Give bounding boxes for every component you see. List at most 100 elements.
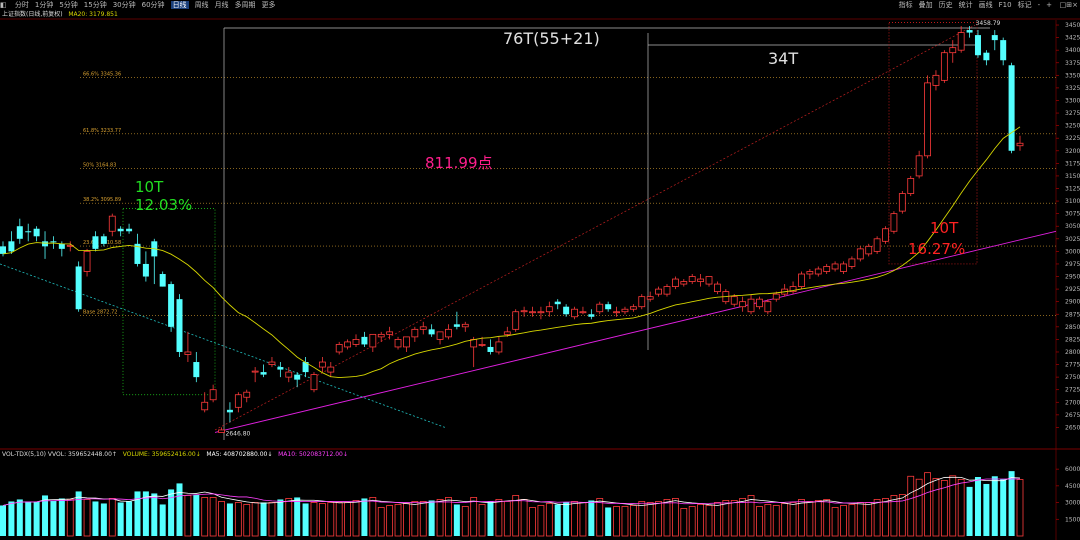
volume-bar-up bbox=[655, 501, 662, 537]
price-tick-label: 3150 bbox=[1065, 173, 1080, 180]
tool-button-0[interactable]: 指标 bbox=[898, 1, 913, 9]
tool-button-8[interactable]: + bbox=[1046, 1, 1052, 9]
price-tick-label: 3175 bbox=[1065, 160, 1080, 167]
annotation-text: 12.03% bbox=[135, 196, 192, 214]
period-tab-7[interactable]: 周线 bbox=[194, 1, 209, 9]
candle-body-up bbox=[688, 276, 696, 282]
volume-bar-up bbox=[940, 480, 948, 537]
candle-body-down bbox=[563, 306, 570, 315]
candle-body-down bbox=[453, 324, 460, 327]
candle-body-up bbox=[638, 296, 646, 308]
tool-button-5[interactable]: F10 bbox=[998, 1, 1012, 9]
volume-bar-up bbox=[772, 505, 780, 537]
volume-bar-down bbox=[974, 476, 981, 536]
volume-bar-up bbox=[840, 505, 847, 537]
price-tick-label: 3325 bbox=[1065, 85, 1080, 92]
window-button-1[interactable]: ⊞ bbox=[1066, 1, 1073, 9]
period-tab-9[interactable]: 多周期 bbox=[234, 1, 256, 9]
volume-bar-down bbox=[33, 501, 40, 536]
candle-body-down bbox=[1000, 40, 1007, 61]
period-tab-5[interactable]: 60分钟 bbox=[141, 1, 165, 9]
volume-bar-down bbox=[226, 503, 233, 536]
price-tick-label: 2925 bbox=[1065, 286, 1080, 293]
volume-bar-down bbox=[126, 501, 133, 536]
ma20-label: MA20: 3179.851 bbox=[68, 11, 118, 18]
fib-label: 61.8% 3233.77 bbox=[83, 128, 121, 134]
volume-bar-down bbox=[100, 503, 107, 536]
candle-body-down bbox=[117, 228, 124, 232]
range-diagonal bbox=[214, 24, 976, 431]
volume-bar-up bbox=[327, 502, 335, 537]
price-tick-label: 3025 bbox=[1065, 236, 1080, 243]
candle-body-up bbox=[352, 339, 360, 345]
volume-bar-up bbox=[856, 502, 864, 537]
price-tick-label: 2675 bbox=[1065, 412, 1080, 419]
candle-body-down bbox=[50, 241, 57, 243]
period-tab-1[interactable]: 1分钟 bbox=[34, 1, 54, 9]
volume-bar-up bbox=[722, 500, 730, 537]
candle-body-up bbox=[739, 301, 747, 308]
volume-bar-down bbox=[8, 501, 15, 536]
period-tab-8[interactable]: 月线 bbox=[214, 1, 229, 9]
candle-body-up bbox=[436, 331, 444, 340]
price-tick-label: 2850 bbox=[1065, 324, 1080, 331]
window-controls: □⊞× bbox=[1060, 0, 1078, 10]
period-tab-2[interactable]: 5分钟 bbox=[59, 1, 78, 9]
volume-bar-down bbox=[134, 491, 141, 536]
window-button-0[interactable]: □ bbox=[1059, 1, 1067, 9]
tool-button-3[interactable]: 统计 bbox=[958, 1, 973, 9]
candle-body-up bbox=[940, 52, 948, 81]
period-tab-10[interactable]: 更多 bbox=[261, 1, 276, 9]
volume-bar-up bbox=[663, 499, 671, 537]
candle-body-up bbox=[840, 263, 847, 272]
candle-body-down bbox=[16, 226, 23, 239]
volume-bar-up bbox=[403, 503, 410, 537]
candle-body-down bbox=[487, 346, 494, 352]
price-tick-label: 3425 bbox=[1065, 35, 1080, 42]
tool-button-6[interactable]: 标记 bbox=[1017, 1, 1032, 9]
volume-bar-down bbox=[193, 494, 200, 536]
candle-body-down bbox=[361, 336, 368, 345]
volume-tick-label: 45000 bbox=[1065, 483, 1080, 490]
volume-bar-up bbox=[344, 502, 352, 537]
volume-bar-up bbox=[739, 498, 747, 537]
candle-body-down bbox=[226, 409, 233, 413]
volume-bar-down bbox=[92, 501, 99, 536]
price-tick-label: 2825 bbox=[1065, 336, 1080, 343]
volume-bar-up bbox=[529, 507, 536, 537]
volume-bar-up bbox=[512, 495, 520, 537]
annotation-text: 34T bbox=[768, 49, 798, 68]
volume-bar-up bbox=[201, 497, 209, 537]
candle-body-down bbox=[260, 372, 267, 375]
volume-bar-up bbox=[781, 503, 789, 537]
tool-button-1[interactable]: 叠加 bbox=[918, 1, 933, 9]
tool-button-4[interactable]: 画线 bbox=[978, 1, 993, 9]
fib-label: 50% 3164.83 bbox=[83, 162, 116, 168]
period-tab-0[interactable]: 分时 bbox=[14, 1, 29, 9]
candle-body-down bbox=[974, 35, 981, 56]
price-tick-label: 2950 bbox=[1065, 274, 1080, 281]
volume-bar-up bbox=[537, 505, 545, 537]
volume-bar-up bbox=[478, 504, 486, 537]
window-button-2[interactable]: × bbox=[1072, 1, 1078, 9]
candle-body-down bbox=[33, 228, 40, 237]
vol-ma5-label: MA5: 408702880.00↓ bbox=[206, 451, 273, 458]
period-tab-4[interactable]: 30分钟 bbox=[112, 1, 136, 9]
candle-body-up bbox=[873, 238, 881, 252]
candle-body-up bbox=[613, 311, 620, 314]
volume-bar-up bbox=[243, 504, 251, 537]
candle-body-up bbox=[571, 308, 578, 318]
tool-button-7[interactable]: - bbox=[1037, 1, 1041, 9]
candle-body-up bbox=[848, 258, 856, 267]
period-tab-3[interactable]: 15分钟 bbox=[83, 1, 107, 9]
candle-body-up bbox=[335, 344, 343, 353]
candle-body-up bbox=[495, 341, 503, 353]
period-tab-6[interactable]: 日线 bbox=[170, 1, 189, 9]
price-tick-label: 3300 bbox=[1065, 97, 1080, 104]
tool-button-2[interactable]: 历史 bbox=[938, 1, 953, 9]
price-tick-label: 3225 bbox=[1065, 135, 1080, 142]
volume-tick-label: 60000 bbox=[1065, 466, 1080, 473]
volume-bar-down bbox=[75, 491, 82, 536]
volume-bar-up bbox=[671, 498, 679, 537]
